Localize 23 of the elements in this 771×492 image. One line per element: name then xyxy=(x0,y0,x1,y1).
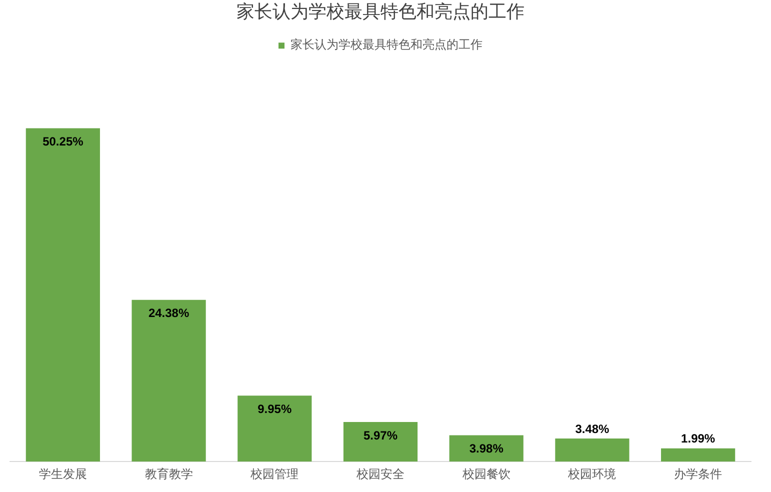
x-tick-label: 校园管理 xyxy=(250,466,299,481)
x-tick-label: 办学条件 xyxy=(674,466,722,481)
bar xyxy=(555,438,630,462)
x-tick-label: 校园安全 xyxy=(356,466,404,481)
x-tick-label: 教育教学 xyxy=(144,466,193,481)
data-label: 3.98% xyxy=(469,442,504,456)
x-tick-label: 学生发展 xyxy=(38,466,87,481)
bar xyxy=(661,448,736,462)
bar xyxy=(449,435,524,462)
bar xyxy=(343,422,418,462)
bar xyxy=(132,300,206,462)
bar xyxy=(238,396,312,462)
chart-title: 家长认为学校最具特色和亮点的工作 xyxy=(236,1,524,22)
data-label: 50.25% xyxy=(42,134,84,149)
bar xyxy=(26,128,100,462)
data-label: 24.38% xyxy=(148,306,190,320)
x-tick-label: 校园餐饮 xyxy=(461,466,510,481)
data-label: 5.97% xyxy=(363,428,398,442)
data-label: 3.48% xyxy=(575,422,610,436)
data-label: 1.99% xyxy=(681,432,716,446)
legend-label: 家长认为学校最具特色和亮点的工作 xyxy=(290,38,482,52)
data-label: 9.95% xyxy=(258,402,292,416)
x-tick-label: 校园环境 xyxy=(567,466,616,481)
